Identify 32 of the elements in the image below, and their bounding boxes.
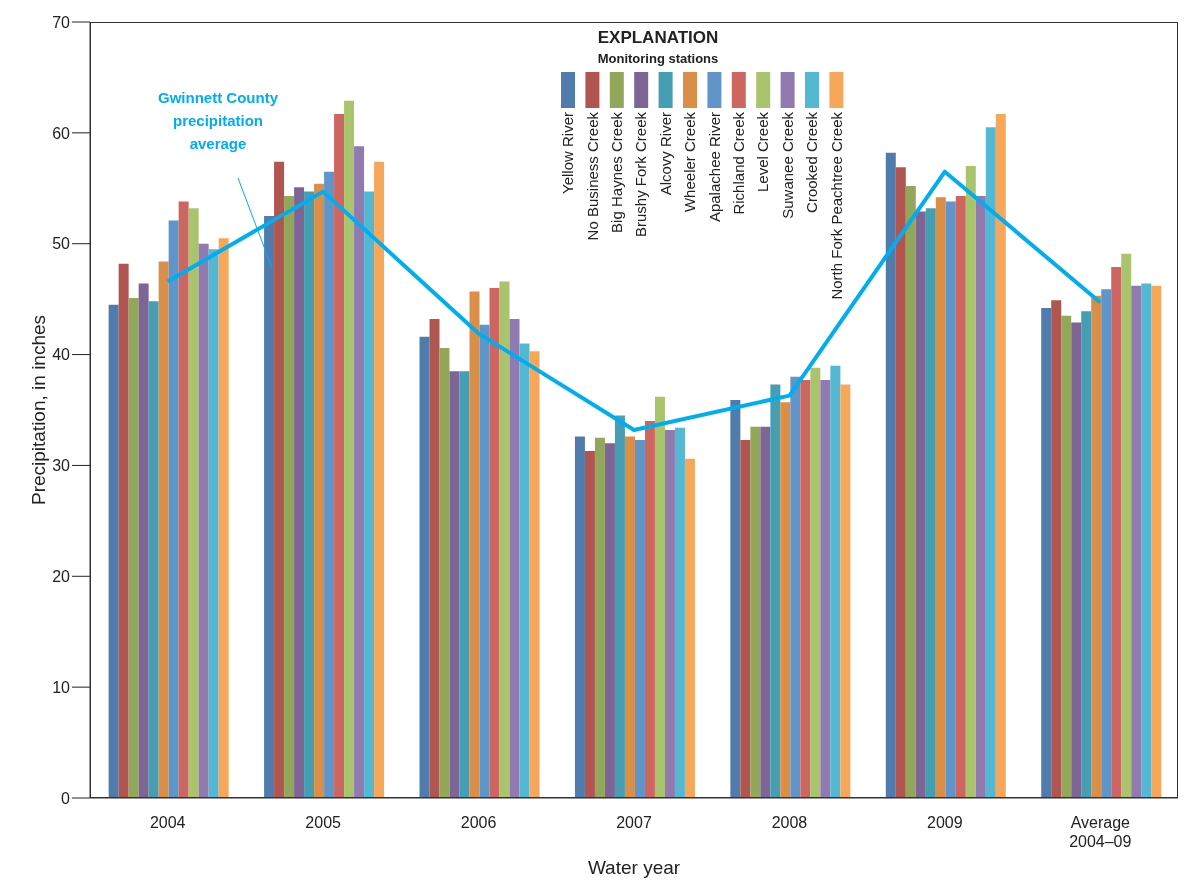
y-tick-label: 50 [52, 235, 71, 253]
legend-label: Crooked Creek [803, 111, 821, 213]
legend-label: North Fork Peachtree Creek [827, 111, 845, 300]
y-axis-title: Precipitation, in inches [27, 314, 49, 506]
legend-label: Level Creek [754, 111, 772, 193]
x-tick-label: 2005 [305, 814, 342, 831]
y-tick-label: 60 [52, 124, 71, 142]
y-tick-label: 70 [52, 13, 71, 31]
y-tick-label: 0 [61, 789, 71, 807]
legend-label: Alcovy River [656, 112, 674, 196]
legend-title: EXPLANATION [596, 28, 720, 48]
annotation: Monitoring stations [596, 51, 720, 66]
x-tick-label: 2009 [927, 814, 963, 831]
y-tick-label: 40 [52, 346, 71, 364]
legend-label: No Business Creek [583, 111, 601, 241]
x-tick-label: 2007 [616, 814, 652, 831]
x-axis-title: Water year [587, 857, 681, 878]
x-tick-label: Average 2004–09 [1069, 814, 1132, 850]
legend-label: Brushy Fork Creek [632, 111, 650, 238]
legend-label: Big Haynes Creek [608, 111, 626, 233]
y-tick-label: 10 [52, 678, 71, 696]
x-tick-label: 2008 [771, 814, 808, 831]
y-tick-label: 20 [52, 567, 71, 585]
text: Gwinnett County precipitation average [157, 88, 279, 154]
legend-label: Richland Creek [730, 111, 748, 215]
legend-label: Yellow River [559, 112, 577, 194]
x-tick-label: 2006 [460, 814, 497, 831]
x-tick-label: 2004 [149, 814, 186, 831]
legend-label: Suwanee Creek [778, 111, 796, 219]
legend-label: Wheeler Creek [681, 111, 699, 213]
legend-label: Apalachee River [705, 112, 723, 223]
y-tick-label: 30 [52, 457, 71, 475]
